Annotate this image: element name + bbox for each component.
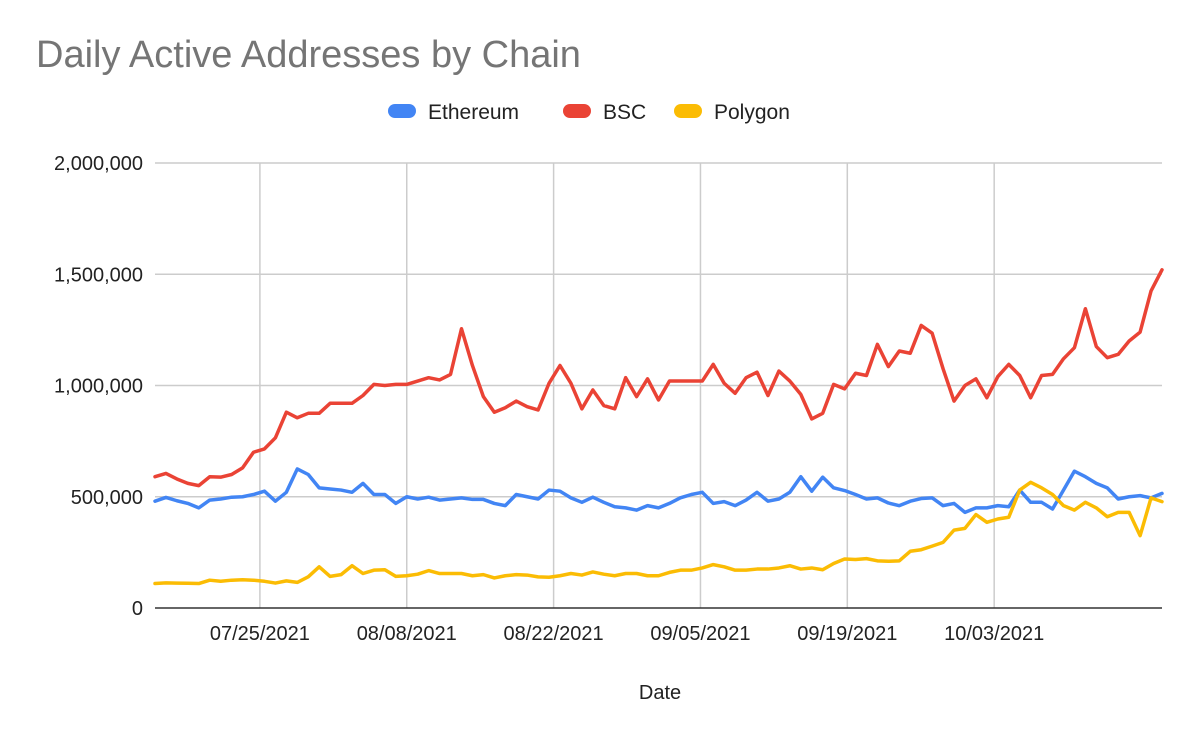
grid xyxy=(155,162,1162,609)
legend-swatch-bsc xyxy=(563,104,591,118)
legend: Ethereum BSC Polygon xyxy=(388,101,790,124)
y-tick-label: 1,000,000 xyxy=(54,376,143,398)
series-line-ethereum[interactable] xyxy=(153,467,1164,515)
y-axis-ticks: 0 500,000 1,000,000 1,500,000 2,000,000 xyxy=(54,153,143,620)
x-tick-label: 09/05/2021 xyxy=(650,623,750,645)
x-tick-label: 07/25/2021 xyxy=(210,623,310,645)
series-line-bsc[interactable] xyxy=(153,268,1164,488)
y-tick-label: 1,500,000 xyxy=(54,264,143,286)
y-tick-label: 500,000 xyxy=(71,487,143,509)
legend-label-polygon[interactable]: Polygon xyxy=(714,101,790,124)
legend-swatch-ethereum xyxy=(388,104,416,118)
legend-label-bsc[interactable]: BSC xyxy=(603,101,646,124)
x-axis-title: Date xyxy=(639,682,681,704)
y-tick-label: 0 xyxy=(132,598,143,620)
x-tick-label: 10/03/2021 xyxy=(944,623,1044,645)
x-tick-label: 09/19/2021 xyxy=(797,623,897,645)
x-tick-label: 08/08/2021 xyxy=(357,623,457,645)
series-line-polygon[interactable] xyxy=(153,480,1164,586)
series-lines xyxy=(153,268,1164,586)
x-tick-label: 08/22/2021 xyxy=(504,623,604,645)
x-axis-ticks: 07/25/2021 08/08/2021 08/22/2021 09/05/2021… xyxy=(210,623,1044,645)
y-tick-label: 2,000,000 xyxy=(54,153,143,175)
legend-label-ethereum[interactable]: Ethereum xyxy=(428,101,519,124)
legend-swatch-polygon xyxy=(674,104,702,118)
chart-title: Daily Active Addresses by Chain xyxy=(36,34,581,76)
